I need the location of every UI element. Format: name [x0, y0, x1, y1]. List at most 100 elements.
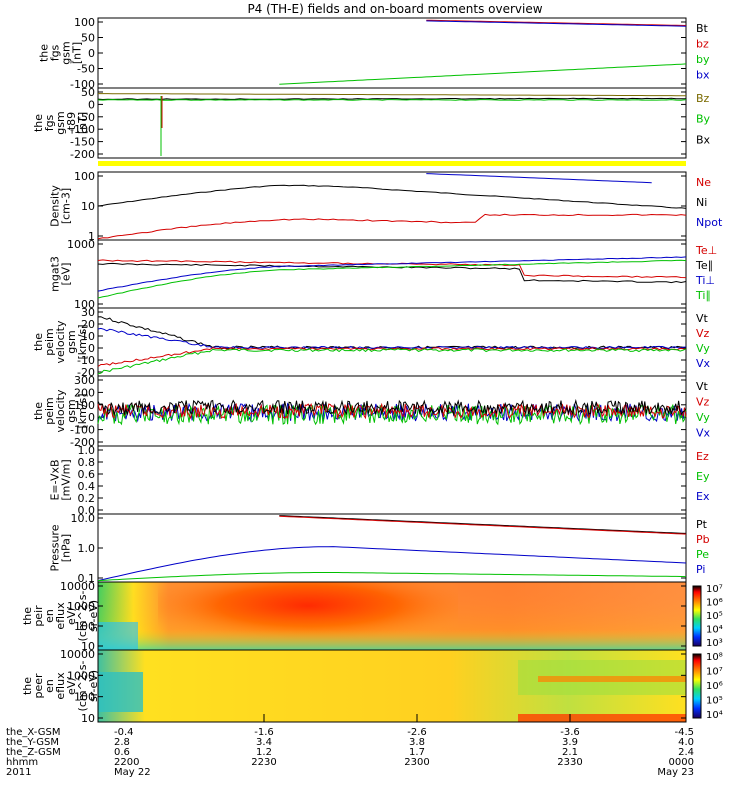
legend-Vz: Vz — [696, 396, 710, 409]
colorbar-label: 10⁷ — [706, 667, 723, 678]
colorbar-label: 10⁶ — [706, 598, 723, 609]
y-tick-label: 0 — [88, 342, 95, 355]
series-Pe — [97, 572, 687, 582]
y-axis-label: Pressure[nPa] — [49, 524, 73, 571]
series-Pi — [97, 546, 687, 582]
legend-Ey: Ey — [696, 470, 710, 483]
y-tick-label: 20 — [81, 318, 95, 331]
legend-Pt: Pt — [696, 518, 708, 531]
colorbar-label: 10⁶ — [706, 681, 723, 692]
y-axis-label-line: gsm — [65, 399, 78, 422]
legend-Pe: Pe — [696, 548, 709, 561]
y-axis-label-line: [eV] — [60, 263, 73, 286]
legend-Ex: Ex — [696, 490, 710, 503]
x-row-value: 2.8 — [114, 737, 130, 748]
y-axis-label-line: gsm — [65, 330, 78, 353]
y-tick-label: 0.8 — [78, 456, 96, 469]
y-axis-label-line: [mV/m] — [60, 459, 73, 500]
y-tick-label: 0.0 — [78, 504, 96, 517]
panel-efield: 1.00.80.60.40.20.0 E=-VxB[mV/m] Ez Ey Ex — [49, 444, 710, 517]
series-Vt — [97, 398, 687, 417]
y-axis-label-line: gsm — [60, 41, 73, 64]
y-axis-label-line: eflux — [54, 602, 67, 630]
colorbar — [692, 585, 702, 647]
series-Vz — [97, 402, 687, 420]
y-axis-label-line: fgs — [49, 44, 62, 61]
y-axis-label-line: Density — [49, 185, 62, 227]
y-axis-label-line: velocity — [54, 320, 67, 363]
x-row-label: the_Z-GSM — [6, 747, 61, 758]
panel-density: 100 10 1 Density[cm-3] Ne Ni Npot — [49, 170, 723, 243]
y-axis-label-line: [km/s] — [76, 324, 89, 359]
legend-bz: bz — [696, 38, 709, 51]
colorbar-label: 10⁴ — [706, 710, 723, 721]
y-axis-label-line: Pressure — [49, 524, 62, 571]
series-Bz — [98, 93, 686, 97]
y-tick-label: 0.2 — [78, 492, 96, 505]
panel-frame — [97, 87, 687, 159]
y-axis-label-line: peer — [32, 673, 45, 699]
legend-By: By — [696, 113, 711, 126]
panel-frame — [97, 171, 687, 241]
x-row-value: 3.8 — [409, 737, 425, 748]
x-row-value: 2200 — [114, 757, 139, 768]
ion-spectrogram-lowenergy — [98, 582, 686, 650]
legend-Ni: Ni — [696, 196, 707, 209]
y-tick-label: -10 — [77, 354, 95, 367]
y-axis-label-line: peim — [43, 397, 56, 425]
y-axis-label-line: eV/ — [65, 607, 78, 625]
x-row-label: 2011 — [6, 767, 31, 778]
legend-Vy: Vy — [696, 411, 710, 424]
y-axis-label: mgat3[eV] — [49, 256, 73, 292]
y-tick-label: 0 — [88, 98, 95, 111]
panel-elec_spec: 10000100010010thepeerenefluxeV/(cm^2-s-s… — [21, 648, 723, 725]
x-row-value: 2330 — [557, 757, 582, 768]
y-axis-label-line: fgs — [43, 114, 56, 131]
y-tick-label: 1000 — [67, 238, 95, 251]
y-tick-label: 300 — [74, 374, 95, 387]
y-axis-label: Density[cm-3] — [49, 185, 73, 227]
legend-Te∥: Te∥ — [695, 259, 713, 272]
x-row-value: 0000 — [669, 757, 694, 768]
legend-Vy: Vy — [696, 342, 710, 355]
y-axis-label-line: [nT] — [76, 112, 89, 134]
x-row-value: -1.6 — [254, 727, 274, 738]
panel-pressure: 10.0 1.0 0.1 Pressure[nPa] Pt Pb Pe Pi — [49, 512, 710, 585]
y-tick-label: -200 — [70, 436, 95, 449]
y-axis-label: E=-VxB[mV/m] — [49, 459, 73, 500]
panel-frame — [97, 17, 687, 89]
y-tick-label: -100 — [70, 424, 95, 437]
y-axis-label-line: the — [21, 677, 34, 695]
series-Vt — [97, 316, 687, 350]
legend-Ti∥: Ti∥ — [695, 289, 711, 302]
x-row-value: 2300 — [404, 757, 429, 768]
y-tick-label: 0.4 — [78, 480, 96, 493]
y-axis-label-line: the — [32, 402, 45, 420]
y-axis-label-line: (cm^2-s- — [76, 661, 89, 712]
y-axis-label-line: peim — [43, 328, 56, 356]
y-axis-label-line: en — [43, 679, 56, 693]
ion-spectrogram-cold — [98, 622, 138, 650]
y-tick-label: 1 — [88, 230, 95, 243]
legend-Pi: Pi — [696, 563, 705, 576]
y-axis-label-line: en — [43, 609, 56, 623]
x-row-value: -3.6 — [560, 727, 580, 738]
colorbar-label: 10⁸ — [706, 652, 723, 663]
y-axis-label-line: [nPa] — [60, 534, 73, 562]
y-axis-label-line: mgat3 — [49, 256, 62, 292]
y-tick-label: -150 — [70, 136, 95, 149]
x-row-label: the_X-GSM — [6, 727, 60, 738]
y-tick-label: -100 — [70, 78, 95, 91]
series-Vx — [97, 327, 687, 350]
y-tick-label: 10.0 — [71, 512, 96, 525]
y-tick-label: 0.6 — [78, 468, 96, 481]
colorbar-label: 10⁴ — [706, 625, 723, 636]
x-row-value: 3.9 — [562, 737, 578, 748]
colorbar-label: 10⁵ — [706, 696, 723, 707]
